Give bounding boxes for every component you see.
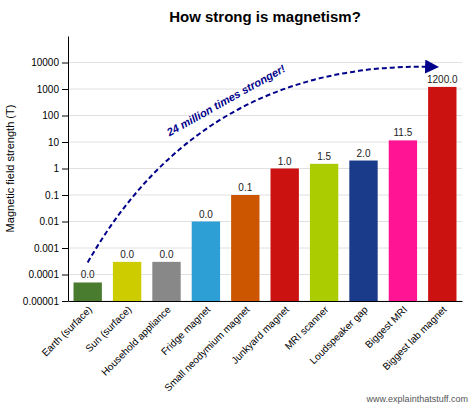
data-label: 2.0	[357, 148, 371, 159]
footnote: www.explainthatstuff.com	[366, 394, 468, 404]
y-tick: 1000	[37, 84, 68, 95]
y-tick-mark	[62, 116, 68, 117]
plot-area: 0.00001 0.0001 0.001 0.01 0.1 1 10 100 1000 10000…	[23, 37, 463, 394]
x-tick: Biggest lab magnet	[380, 304, 448, 372]
y-tick-mark	[62, 222, 68, 223]
bar	[192, 222, 220, 302]
annotation-arrow	[88, 67, 437, 263]
y-tick-label: 0.1	[45, 190, 59, 201]
y-tick-label: 100	[42, 110, 59, 121]
annotation: 24 million times stronger!	[88, 62, 437, 262]
y-tick-mark	[62, 169, 68, 170]
y-tick: 10000	[31, 57, 68, 68]
y-tick-label: 0.01	[40, 216, 60, 227]
x-tick: Loudspeaker gap	[307, 304, 370, 367]
y-tick-label: 0.00001	[23, 296, 60, 307]
y-axis-line	[68, 37, 69, 302]
y-tick-label: 1	[53, 163, 59, 174]
x-tick-label: Biggest lab magnet	[380, 304, 448, 372]
grid-line	[68, 115, 462, 116]
bar	[231, 195, 259, 301]
y-tick: 10	[48, 137, 68, 148]
x-tick: Household appliance	[99, 304, 173, 378]
data-labels: 0.0 0.0 0.0 0.0 0.1 1.0 1.5 2.0 11.5 1200.0	[81, 74, 458, 281]
data-label: 1.5	[317, 151, 331, 162]
x-tick: Junkyard magnet	[229, 304, 291, 366]
bar	[74, 282, 102, 301]
data-label: 0.0	[199, 209, 213, 220]
y-tick-mark	[62, 142, 68, 143]
y-tick-mark	[62, 63, 68, 64]
y-tick-mark	[62, 89, 68, 90]
y-tick-mark	[62, 275, 68, 276]
y-tick-label: 10	[48, 137, 60, 148]
y-axis-title: Magnetic field strength (T)	[4, 105, 16, 233]
y-tick: 1	[53, 163, 68, 174]
bar	[349, 161, 377, 301]
y-tick: 0.1	[45, 190, 68, 201]
x-axis-line	[69, 301, 463, 302]
y-tick-label: 10000	[31, 57, 59, 68]
data-label: 0.0	[120, 249, 134, 260]
grid-line	[68, 62, 462, 63]
x-tick-label: Loudspeaker gap	[307, 304, 370, 367]
x-axis: Earth (surface)Sun (surface)Household ap…	[40, 302, 463, 394]
y-tick-label: 0.0001	[28, 269, 59, 280]
bars	[74, 87, 457, 301]
x-tick-label: Junkyard magnet	[229, 304, 291, 366]
data-label: 1.0	[278, 156, 292, 167]
grid-line	[68, 89, 462, 90]
bar	[389, 140, 417, 301]
data-label: 0.1	[238, 182, 252, 193]
data-label: 1200.0	[427, 74, 458, 85]
y-tick: 0.00001	[23, 296, 68, 307]
data-label: 0.0	[81, 269, 95, 280]
title: How strong is magnetism?	[169, 8, 361, 25]
data-label: 11.5	[394, 127, 413, 138]
y-tick-mark	[62, 301, 68, 302]
bar	[310, 164, 338, 301]
y-tick: 100	[42, 110, 68, 121]
y-tick-mark	[62, 248, 68, 249]
data-label: 0.0	[160, 249, 174, 260]
bar	[428, 87, 456, 301]
y-tick-label: 1000	[37, 84, 60, 95]
bar	[271, 169, 299, 302]
bar	[152, 262, 180, 301]
grid	[68, 63, 462, 302]
x-tick-label: Household appliance	[99, 304, 173, 378]
annotation-text: 24 million times stronger!	[164, 62, 288, 139]
y-tick: 0.001	[34, 243, 68, 254]
y-tick-mark	[62, 195, 68, 196]
y-tick: 0.0001	[28, 269, 68, 280]
chart-svg: 0.00001 0.0001 0.001 0.01 0.1 1 10 100 1000 10000…	[0, 0, 474, 407]
chart-container: 0.00001 0.0001 0.001 0.01 0.1 1 10 100 1000 10000…	[0, 0, 474, 407]
y-tick-label: 0.001	[34, 243, 59, 254]
y-axis: 0.00001 0.0001 0.001 0.01 0.1 1 10 100 1000 10000	[23, 37, 69, 307]
y-tick: 0.01	[40, 216, 68, 227]
bar	[113, 262, 141, 301]
